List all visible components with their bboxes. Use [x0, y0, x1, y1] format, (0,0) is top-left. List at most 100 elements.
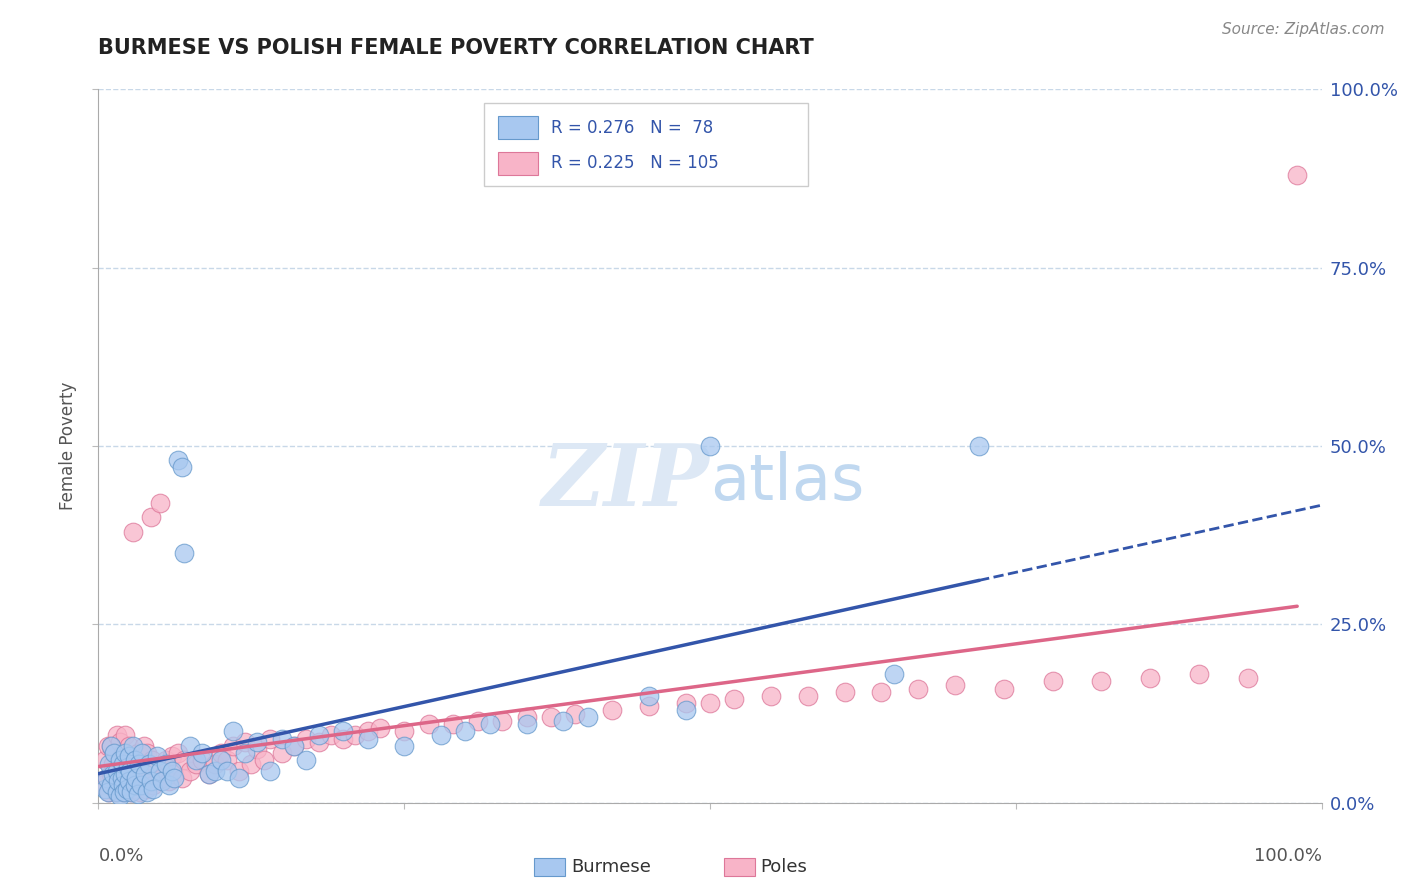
Point	[515, 717, 537, 731]
Point	[246, 735, 269, 749]
Point	[228, 771, 250, 785]
Point	[491, 714, 513, 728]
Point	[118, 774, 141, 789]
Point	[870, 685, 893, 699]
Point	[149, 496, 172, 510]
Point	[124, 778, 146, 792]
Point	[100, 739, 122, 753]
Point	[100, 739, 122, 753]
Point	[163, 767, 186, 781]
Point	[149, 764, 172, 778]
Text: ZIP: ZIP	[543, 440, 710, 524]
Point	[120, 785, 142, 799]
Point	[121, 739, 143, 753]
Point	[110, 789, 132, 803]
Point	[1139, 671, 1161, 685]
Point	[117, 760, 139, 774]
Point	[150, 774, 173, 789]
Point	[125, 778, 148, 792]
Point	[222, 724, 245, 739]
Point	[233, 735, 256, 749]
Point	[141, 753, 163, 767]
Point	[638, 689, 661, 703]
Point	[295, 753, 318, 767]
Point	[112, 774, 135, 789]
Bar	[498, 116, 537, 139]
Point	[101, 767, 124, 781]
Point	[356, 724, 378, 739]
Point	[132, 739, 155, 753]
Point	[179, 739, 201, 753]
Point	[186, 756, 208, 771]
Point	[115, 781, 138, 796]
Point	[1042, 674, 1064, 689]
Bar	[484, 103, 808, 186]
Point	[127, 746, 149, 760]
Point	[124, 753, 146, 767]
Point	[233, 746, 256, 760]
Point	[125, 771, 148, 785]
Point	[907, 681, 929, 696]
Point	[120, 785, 142, 799]
Point	[111, 785, 134, 799]
Point	[332, 731, 354, 746]
Point	[139, 771, 162, 785]
Point	[1237, 671, 1260, 685]
Point	[967, 439, 990, 453]
Point	[128, 767, 150, 781]
Point	[96, 771, 118, 785]
Point	[160, 749, 183, 764]
Point	[120, 764, 142, 778]
Point	[110, 774, 132, 789]
Point	[761, 689, 783, 703]
Point	[155, 753, 177, 767]
Point	[105, 728, 128, 742]
Point	[259, 731, 281, 746]
Point	[675, 703, 697, 717]
Point	[114, 746, 136, 760]
Point	[129, 756, 152, 771]
Point	[186, 753, 208, 767]
Point	[112, 785, 135, 799]
Point	[228, 764, 250, 778]
Point	[122, 781, 145, 796]
Text: Source: ZipAtlas.com: Source: ZipAtlas.com	[1222, 22, 1385, 37]
Point	[993, 681, 1015, 696]
Point	[222, 739, 245, 753]
Text: BURMESE VS POLISH FEMALE POVERTY CORRELATION CHART: BURMESE VS POLISH FEMALE POVERTY CORRELA…	[98, 38, 814, 58]
Point	[515, 710, 537, 724]
Point	[170, 771, 193, 785]
Point	[209, 753, 232, 767]
Point	[883, 667, 905, 681]
Point	[115, 781, 138, 796]
Point	[124, 753, 146, 767]
Point	[834, 685, 856, 699]
Point	[100, 767, 122, 781]
Point	[675, 696, 697, 710]
Point	[138, 756, 160, 771]
Point	[723, 692, 745, 706]
Point	[97, 739, 120, 753]
Point	[167, 746, 190, 760]
Point	[204, 756, 226, 771]
Point	[97, 785, 120, 799]
Point	[204, 764, 226, 778]
Point	[418, 717, 440, 731]
Point	[430, 728, 453, 742]
Point	[105, 764, 128, 778]
Point	[146, 749, 169, 764]
Point	[344, 728, 367, 742]
Point	[98, 756, 121, 771]
Point	[1286, 168, 1309, 182]
Point	[454, 724, 477, 739]
Point	[150, 771, 173, 785]
Point	[110, 753, 132, 767]
Point	[103, 746, 125, 760]
Point	[167, 453, 190, 467]
Text: Burmese: Burmese	[571, 858, 651, 876]
Point	[136, 785, 159, 799]
Point	[118, 749, 141, 764]
Text: R = 0.276   N =  78: R = 0.276 N = 78	[551, 119, 713, 136]
Point	[576, 710, 599, 724]
Point	[197, 767, 219, 781]
